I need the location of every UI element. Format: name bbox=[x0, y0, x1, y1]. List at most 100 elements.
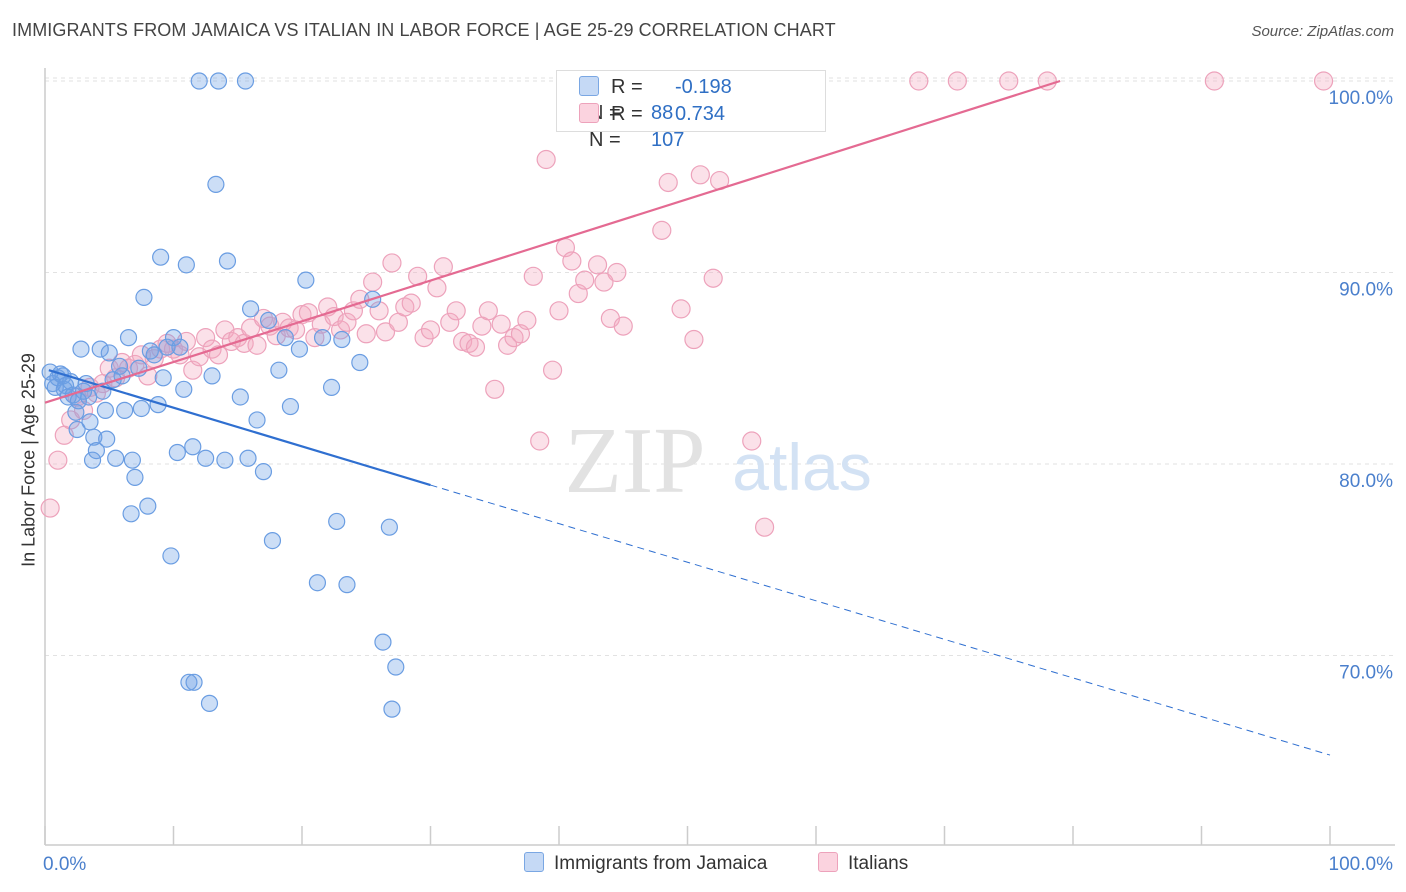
italians-point bbox=[587, 255, 608, 275]
jamaica-point bbox=[248, 411, 266, 429]
legend-r-value: -0.198 bbox=[675, 76, 732, 98]
jamaica-point bbox=[184, 438, 202, 456]
italians-point bbox=[536, 149, 556, 170]
jamaica-point bbox=[203, 367, 221, 385]
jamaica-point bbox=[380, 518, 398, 536]
italians-trend-line bbox=[44, 79, 1061, 404]
italians-point bbox=[754, 517, 775, 537]
italians-point bbox=[440, 312, 460, 332]
italians-point bbox=[690, 165, 710, 185]
stats-legend: R = -0.198N = 88 R = 0.734 N = 107 bbox=[556, 70, 826, 151]
jamaica-point bbox=[162, 547, 180, 565]
italians-point bbox=[375, 322, 396, 342]
jamaica-point bbox=[374, 633, 392, 651]
italians-point bbox=[131, 345, 151, 365]
italians-point bbox=[562, 251, 582, 271]
jamaica-point bbox=[98, 430, 116, 448]
jamaica-point bbox=[154, 369, 172, 387]
italians-point bbox=[401, 293, 421, 313]
italians-point bbox=[658, 172, 678, 193]
jamaica-point bbox=[119, 329, 138, 347]
jamaica-point bbox=[207, 175, 225, 194]
jamaica-point bbox=[197, 449, 215, 467]
y-tick-label: 80.0% bbox=[1339, 471, 1393, 492]
y-axis-label: In Labor Force | Age 25-29 bbox=[18, 353, 39, 567]
legend-n-value: 88 bbox=[651, 102, 674, 124]
legend-row-jamaica: R = -0.198N = 88 bbox=[579, 74, 825, 124]
legend-n-value: 107 bbox=[651, 129, 685, 151]
jamaica-point bbox=[85, 428, 103, 446]
legend-label-italians: Italians bbox=[848, 853, 909, 874]
jamaica-point bbox=[116, 401, 134, 419]
axes bbox=[44, 68, 1395, 846]
italians-point bbox=[684, 329, 704, 350]
italians-point bbox=[465, 337, 486, 357]
italians-point bbox=[208, 345, 229, 365]
jamaica-point bbox=[259, 311, 278, 329]
jamaica-point bbox=[218, 252, 237, 270]
jamaica-point bbox=[236, 72, 255, 90]
jamaica-point bbox=[96, 401, 114, 419]
legend-r-label: R = bbox=[611, 103, 643, 125]
jamaica-point bbox=[83, 451, 102, 469]
jamaica-point bbox=[158, 338, 176, 356]
jamaica-point bbox=[308, 574, 327, 592]
jamaica-point bbox=[297, 271, 315, 289]
jamaica-point bbox=[190, 72, 208, 90]
italians-point bbox=[613, 316, 633, 336]
italians-point bbox=[247, 335, 267, 355]
jamaica-point bbox=[110, 357, 129, 375]
legend-r-value: 0.734 bbox=[675, 103, 726, 125]
grid-lines bbox=[45, 77, 1395, 656]
italians-point bbox=[40, 498, 60, 518]
italians-point bbox=[498, 335, 518, 355]
italians-point bbox=[1204, 71, 1224, 91]
jamaica-point bbox=[122, 505, 140, 523]
legend-r-label: R = bbox=[611, 76, 643, 98]
jamaica-point bbox=[254, 463, 273, 481]
italians-point bbox=[420, 320, 441, 340]
jamaica-point bbox=[281, 397, 300, 416]
italians-point bbox=[446, 301, 466, 321]
italians-point bbox=[542, 360, 563, 380]
jamaica-point bbox=[200, 694, 219, 712]
italians-point bbox=[703, 268, 723, 288]
y-tick-label: 70.0% bbox=[1339, 663, 1393, 684]
italians-point bbox=[363, 272, 383, 292]
italians-point bbox=[530, 431, 550, 451]
legend-swatch-blue bbox=[579, 76, 599, 96]
italians-point bbox=[491, 314, 511, 334]
italians-point bbox=[999, 71, 1019, 91]
jamaica-point bbox=[68, 420, 86, 439]
legend-item-italians: Italians bbox=[818, 852, 908, 875]
jamaica-point bbox=[72, 340, 90, 358]
italians-point bbox=[523, 266, 543, 286]
jamaica-trend-line bbox=[48, 369, 431, 487]
tick-labels: 70.0% 80.0% 90.0% 100.0% 0.0% 100.0% bbox=[43, 88, 1393, 875]
jamaica-point bbox=[263, 531, 282, 550]
jamaica-point bbox=[209, 72, 228, 90]
jamaica-point bbox=[313, 329, 332, 347]
jamaica-point bbox=[91, 340, 109, 358]
jamaica-point bbox=[351, 353, 369, 372]
italians-point bbox=[369, 301, 389, 321]
italians-point bbox=[48, 450, 68, 470]
jamaica-point bbox=[175, 380, 193, 398]
jamaica-point bbox=[145, 346, 163, 364]
jamaica-point bbox=[383, 700, 401, 718]
jamaica-point bbox=[270, 361, 288, 379]
x-tick-label-max: 100.0% bbox=[1329, 854, 1394, 875]
y-tick-label: 100.0% bbox=[1329, 88, 1394, 109]
legend-swatch-blue bbox=[524, 852, 544, 872]
jamaica-point bbox=[132, 399, 150, 418]
jamaica-point bbox=[387, 658, 405, 676]
legend-swatch-pink bbox=[818, 852, 838, 872]
jamaica-points bbox=[41, 72, 405, 718]
italians-point bbox=[671, 299, 691, 319]
jamaica-trend-extension bbox=[430, 484, 1331, 756]
italians-point bbox=[1313, 71, 1334, 91]
watermark-zip: ZIP bbox=[565, 409, 706, 513]
italians-point bbox=[947, 71, 967, 91]
jamaica-point bbox=[322, 378, 341, 396]
jamaica-point bbox=[239, 449, 257, 467]
